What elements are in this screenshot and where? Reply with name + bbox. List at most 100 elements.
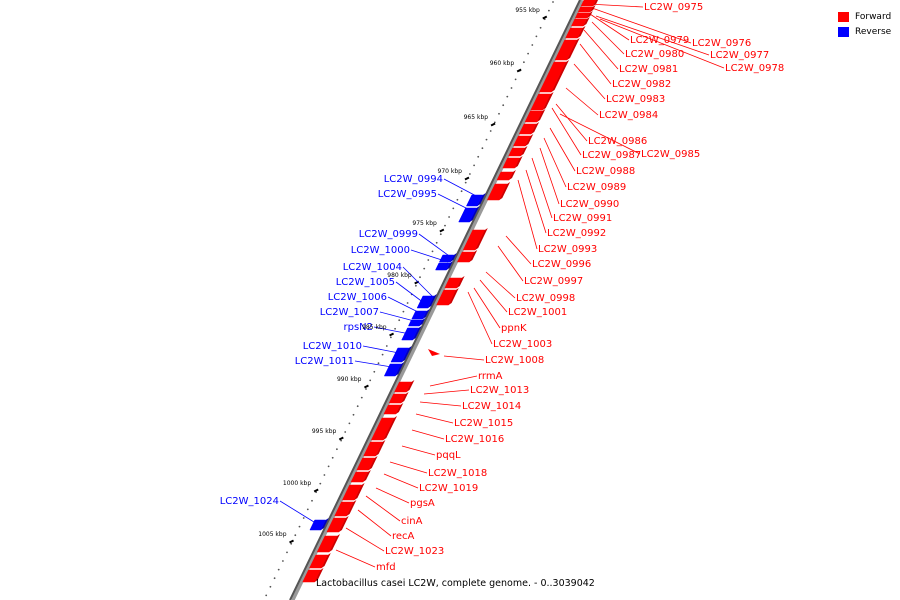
gene-block-shade xyxy=(354,483,365,500)
gene-label-lc2w-0980: LC2W_0980 xyxy=(625,49,684,60)
ruler-dot xyxy=(415,284,417,287)
tick-label: 985 kbp xyxy=(362,324,387,331)
leader-line xyxy=(415,413,454,424)
ruler-dot xyxy=(448,216,450,218)
legend-forward-label: Forward xyxy=(855,11,892,22)
leader-line xyxy=(579,43,612,85)
gene-label-lc2w-0997: LC2W_0997 xyxy=(524,276,583,287)
gene-label-lc2w-0985: LC2W_0985 xyxy=(641,149,700,160)
ruler-dot xyxy=(331,456,334,459)
ruler-dot xyxy=(302,517,305,519)
legend-reverse: Reverse xyxy=(838,24,891,39)
gene-label-lc2w-0982: LC2W_0982 xyxy=(612,79,671,90)
gene-block-shade xyxy=(590,5,596,12)
gene-label-rrma: rrmA xyxy=(478,371,503,382)
ruler-dot xyxy=(477,155,480,158)
gene-label-lc2w-0975: LC2W_0975 xyxy=(644,2,703,13)
ruler-dot xyxy=(406,302,409,304)
gene-label-lc2w-0977: LC2W_0977 xyxy=(710,50,769,61)
gene-label-lc2w-0983: LC2W_0983 xyxy=(606,94,665,105)
leader-line xyxy=(418,233,453,259)
gene-block-shade xyxy=(531,122,540,134)
leader-line xyxy=(591,7,692,44)
gene-block-shade xyxy=(456,276,465,288)
ruler-dot xyxy=(348,422,351,425)
gene-label-lc2w-0990: LC2W_0990 xyxy=(560,199,619,210)
tick-label: 965 kbp xyxy=(464,114,489,121)
tick-labels: 955 kbp 960 kbp 965 kbp 970 kbp 975 kbp 980 k… xyxy=(258,7,540,538)
ruler-dot xyxy=(527,52,529,55)
tick-mark xyxy=(516,68,522,73)
leader-line xyxy=(549,127,576,172)
gene-block-shade xyxy=(593,0,599,6)
leader-line xyxy=(587,3,644,8)
ruler-dot xyxy=(327,465,330,468)
ruler-dot xyxy=(311,499,313,502)
ruler-dot xyxy=(381,353,384,356)
gene-block-shade xyxy=(320,518,329,530)
ruler-dot xyxy=(510,87,513,89)
leader-line xyxy=(539,147,560,205)
gene-label-lc2w-1007: LC2W_1007 xyxy=(320,307,379,318)
tick-mark xyxy=(490,122,496,127)
gene-block-shade xyxy=(422,309,430,319)
ruler-dot xyxy=(394,327,396,330)
tick-label: 960 kbp xyxy=(490,60,515,67)
gene-label-lc2w-0991: LC2W_0991 xyxy=(553,213,612,224)
gene-label-mfd: mfd xyxy=(376,562,396,573)
legend-forward: Forward xyxy=(838,9,891,24)
gene-block-shade xyxy=(395,403,404,414)
leader-line xyxy=(389,461,428,474)
ruler-dot xyxy=(552,1,554,3)
ruler-dot xyxy=(535,35,538,38)
leader-line xyxy=(479,279,508,313)
gene-label-lc2w-1000: LC2W_1000 xyxy=(351,245,410,256)
gene-label-lc2w-1018: LC2W_1018 xyxy=(428,468,487,479)
leader-line xyxy=(591,21,625,55)
gene-label-lc2w-0989: LC2W_0989 xyxy=(567,182,626,193)
tick-mark xyxy=(389,332,395,337)
gene-block-shade xyxy=(402,346,412,362)
ruler-dot xyxy=(539,26,542,29)
ruler-dot xyxy=(373,370,376,373)
gene-block-shade xyxy=(469,250,478,262)
backbone-line xyxy=(289,0,581,600)
gene-label-lc2w-0999: LC2W_0999 xyxy=(359,229,418,240)
gene-label-lc2w-1008: LC2W_1008 xyxy=(485,355,544,366)
gene-block-shade xyxy=(475,228,488,250)
gene-label-lc2w-0995: LC2W_0995 xyxy=(378,189,437,200)
gene-label-lc2w-1016: LC2W_1016 xyxy=(445,434,504,445)
gene-block-shade xyxy=(499,182,511,200)
ruler-dot xyxy=(523,61,525,64)
leader-line xyxy=(573,63,606,100)
leader-line xyxy=(589,13,630,41)
leader-line xyxy=(402,266,433,297)
leader-line xyxy=(599,18,725,69)
leader-line xyxy=(373,326,411,335)
ruler-dot xyxy=(277,568,280,571)
tick-mark xyxy=(439,228,445,233)
gene-label-lc2w-1005: LC2W_1005 xyxy=(336,277,395,288)
gene-block-shade xyxy=(383,416,397,440)
gene-block-shade xyxy=(368,456,378,470)
gene-block-shade xyxy=(314,568,324,582)
leader-line xyxy=(583,29,619,70)
tick-label: 980 kbp xyxy=(387,272,412,279)
leader-line xyxy=(467,291,493,345)
gene-block-shade xyxy=(401,392,409,403)
gene-label-lc2w-1003: LC2W_1003 xyxy=(493,339,552,350)
ruler-dot xyxy=(506,95,509,98)
leader-line xyxy=(473,287,501,329)
gene-label-pgsa: pgsA xyxy=(410,498,435,509)
ruler-dot xyxy=(531,44,534,46)
gene-label-reca: recA xyxy=(392,531,415,542)
ruler-dot xyxy=(273,577,276,580)
leader-line xyxy=(551,107,582,156)
ruler-dot xyxy=(269,585,272,588)
gene-label-lc2w-0992: LC2W_0992 xyxy=(547,228,606,239)
ruler-dot xyxy=(298,525,301,528)
backbone xyxy=(289,0,585,600)
forward-gene-arrow xyxy=(428,349,440,356)
ruler-dot xyxy=(473,164,475,167)
